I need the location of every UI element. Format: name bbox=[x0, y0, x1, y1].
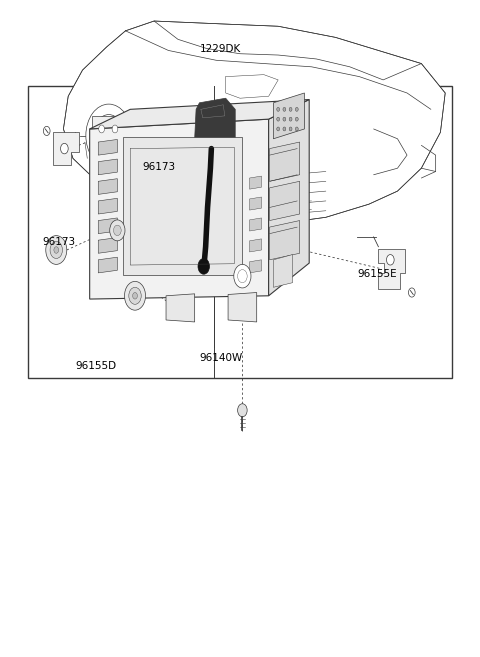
Polygon shape bbox=[98, 238, 117, 253]
Circle shape bbox=[289, 117, 292, 121]
Circle shape bbox=[289, 107, 292, 111]
Text: 96155E: 96155E bbox=[357, 269, 396, 279]
Circle shape bbox=[114, 225, 121, 236]
Polygon shape bbox=[228, 292, 257, 322]
FancyBboxPatch shape bbox=[123, 137, 242, 275]
Circle shape bbox=[94, 114, 124, 156]
Bar bbox=[28, 87, 452, 378]
Circle shape bbox=[295, 107, 298, 111]
Polygon shape bbox=[98, 139, 117, 155]
Circle shape bbox=[187, 128, 193, 136]
Polygon shape bbox=[250, 197, 262, 210]
Polygon shape bbox=[166, 294, 195, 322]
Polygon shape bbox=[98, 218, 117, 234]
Polygon shape bbox=[250, 176, 262, 189]
Polygon shape bbox=[90, 119, 269, 299]
Polygon shape bbox=[269, 99, 309, 296]
Polygon shape bbox=[250, 218, 262, 231]
Circle shape bbox=[86, 104, 132, 167]
Polygon shape bbox=[270, 221, 300, 260]
Polygon shape bbox=[90, 99, 309, 129]
Circle shape bbox=[408, 288, 415, 297]
Circle shape bbox=[289, 127, 292, 131]
Polygon shape bbox=[195, 98, 235, 148]
Polygon shape bbox=[98, 257, 117, 273]
Polygon shape bbox=[98, 198, 117, 214]
Circle shape bbox=[112, 125, 118, 133]
Polygon shape bbox=[270, 142, 300, 181]
Circle shape bbox=[124, 281, 145, 310]
Circle shape bbox=[46, 236, 67, 264]
Circle shape bbox=[50, 242, 62, 258]
Polygon shape bbox=[92, 116, 116, 127]
Circle shape bbox=[132, 292, 137, 299]
Circle shape bbox=[277, 127, 280, 131]
Text: 96173: 96173 bbox=[142, 162, 175, 171]
Circle shape bbox=[238, 404, 247, 417]
Circle shape bbox=[295, 117, 298, 121]
Circle shape bbox=[110, 220, 125, 241]
Circle shape bbox=[198, 258, 209, 274]
Polygon shape bbox=[274, 254, 292, 287]
Circle shape bbox=[295, 127, 298, 131]
Polygon shape bbox=[250, 239, 262, 252]
Text: 1229DK: 1229DK bbox=[200, 44, 241, 54]
Polygon shape bbox=[270, 181, 300, 221]
Circle shape bbox=[54, 247, 59, 253]
Circle shape bbox=[99, 125, 105, 133]
Circle shape bbox=[283, 117, 286, 121]
Polygon shape bbox=[63, 21, 445, 224]
Circle shape bbox=[283, 107, 286, 111]
Polygon shape bbox=[53, 132, 79, 165]
Polygon shape bbox=[274, 93, 304, 139]
Text: 96173: 96173 bbox=[42, 237, 75, 247]
Circle shape bbox=[103, 127, 115, 143]
Polygon shape bbox=[98, 159, 117, 175]
Circle shape bbox=[184, 124, 196, 140]
Text: 96140W: 96140W bbox=[199, 353, 242, 363]
Polygon shape bbox=[250, 260, 262, 273]
Circle shape bbox=[386, 254, 394, 265]
Polygon shape bbox=[378, 249, 405, 289]
Circle shape bbox=[234, 264, 251, 288]
Circle shape bbox=[43, 126, 50, 135]
Circle shape bbox=[129, 287, 141, 304]
Circle shape bbox=[60, 143, 68, 154]
Text: 96155D: 96155D bbox=[75, 361, 117, 371]
Circle shape bbox=[238, 269, 247, 283]
Circle shape bbox=[277, 117, 280, 121]
Circle shape bbox=[283, 127, 286, 131]
Polygon shape bbox=[98, 179, 117, 194]
Circle shape bbox=[277, 107, 280, 111]
